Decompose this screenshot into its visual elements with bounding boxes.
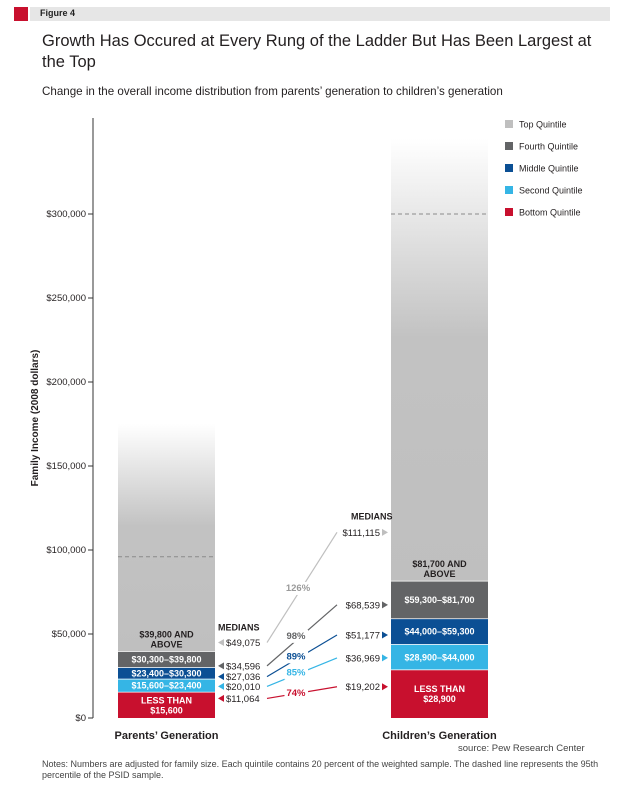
segment-label: $28,900–$44,000: [404, 652, 474, 662]
x-category-label: Parents’ Generation: [115, 730, 219, 742]
median-value: $27,036: [226, 672, 260, 683]
growth-percent: 89%: [286, 651, 306, 662]
segment-label: $59,300–$81,700: [404, 595, 474, 605]
growth-label-bg: [284, 650, 309, 664]
y-tick-label: $250,000: [46, 293, 86, 304]
y-tick-label: $200,000: [46, 377, 86, 388]
legend-swatch: [505, 186, 513, 194]
legend-swatch: [505, 142, 513, 150]
medians-heading: MEDIANS: [351, 511, 393, 521]
median-marker: [382, 528, 388, 536]
growth-percent: 126%: [286, 583, 311, 594]
y-tick-label: $50,000: [52, 629, 86, 640]
segment-label: ABOVE: [423, 569, 455, 579]
legend-swatch: [505, 164, 513, 172]
footnote: Notes: Numbers are adjusted for family s…: [42, 759, 599, 780]
bar-segment: [118, 678, 215, 692]
segment-label: $23,400–$30,300: [131, 668, 201, 678]
growth-label-bg: [284, 666, 309, 680]
bar-segment: [391, 644, 488, 670]
legend-label: Bottom Quintile: [519, 208, 581, 218]
growth-label-bg: [284, 629, 309, 643]
segment-label: $15,600–$23,400: [131, 681, 201, 691]
figure-number: Figure 4: [40, 8, 76, 18]
median-marker: [382, 683, 388, 691]
segment-label: $30,300–$39,800: [131, 655, 201, 665]
bar-segment: [391, 138, 488, 581]
median-value: $36,969: [346, 653, 380, 664]
legend-label: Top Quintile: [519, 120, 567, 130]
legend-swatch: [505, 120, 513, 128]
y-tick-label: $100,000: [46, 545, 86, 556]
median-marker: [218, 682, 224, 690]
median-value: $49,075: [226, 638, 260, 649]
legend-label: Middle Quintile: [519, 164, 579, 174]
segment-label: $44,000–$59,300: [404, 627, 474, 637]
segment-label: $28,900: [423, 694, 456, 704]
bar-segment: [118, 424, 215, 652]
figure-tag-square: [14, 7, 28, 21]
y-tick-label: $0: [75, 713, 86, 724]
y-axis-label: Family Income (2008 dollars): [30, 350, 41, 487]
bar-segment: [391, 669, 488, 718]
source-note: source: Pew Research Center: [458, 743, 585, 754]
median-marker: [382, 631, 388, 639]
legend-label: Second Quintile: [519, 186, 583, 196]
median-marker: [382, 601, 388, 609]
chart-subtitle: Change in the overall income distributio…: [42, 85, 503, 98]
segment-label: $15,600: [150, 705, 183, 715]
median-value: $68,539: [346, 600, 380, 611]
legend-swatch: [505, 208, 513, 216]
median-value: $34,596: [226, 661, 260, 672]
growth-percent: 85%: [286, 668, 306, 679]
median-value: $11,064: [226, 694, 260, 705]
median-value: $19,202: [346, 682, 380, 693]
segment-label: LESS THAN: [141, 695, 192, 705]
median-marker: [382, 654, 388, 662]
growth-label-bg: [283, 581, 313, 595]
median-marker: [218, 662, 224, 670]
chart-title: Growth Has Occured at Every Rung of the …: [42, 32, 592, 71]
growth-label-bg: [284, 687, 309, 701]
x-category-label: Children’s Generation: [382, 730, 497, 742]
median-marker: [218, 694, 224, 702]
median-value: $20,010: [226, 682, 260, 693]
figure-tag-band: [30, 7, 610, 21]
segment-label: ABOVE: [150, 640, 182, 650]
segment-label: $81,700 AND: [412, 559, 467, 569]
median-marker: [218, 639, 224, 647]
bar-segment: [118, 691, 215, 718]
medians-heading: MEDIANS: [218, 623, 260, 633]
growth-percent: 98%: [286, 631, 306, 642]
legend-label: Fourth Quintile: [519, 142, 578, 152]
bar-segment: [118, 667, 215, 679]
segment-label: $39,800 AND: [139, 630, 194, 640]
growth-percent: 74%: [286, 688, 306, 699]
y-tick-label: $300,000: [46, 209, 86, 220]
bar-segment: [391, 580, 488, 619]
median-value: $51,177: [346, 631, 380, 642]
bar-segment: [118, 651, 215, 668]
segment-label: LESS THAN: [414, 684, 465, 694]
y-tick-label: $150,000: [46, 461, 86, 472]
median-value: $111,115: [342, 528, 380, 539]
median-marker: [218, 673, 224, 681]
bar-segment: [391, 618, 488, 645]
